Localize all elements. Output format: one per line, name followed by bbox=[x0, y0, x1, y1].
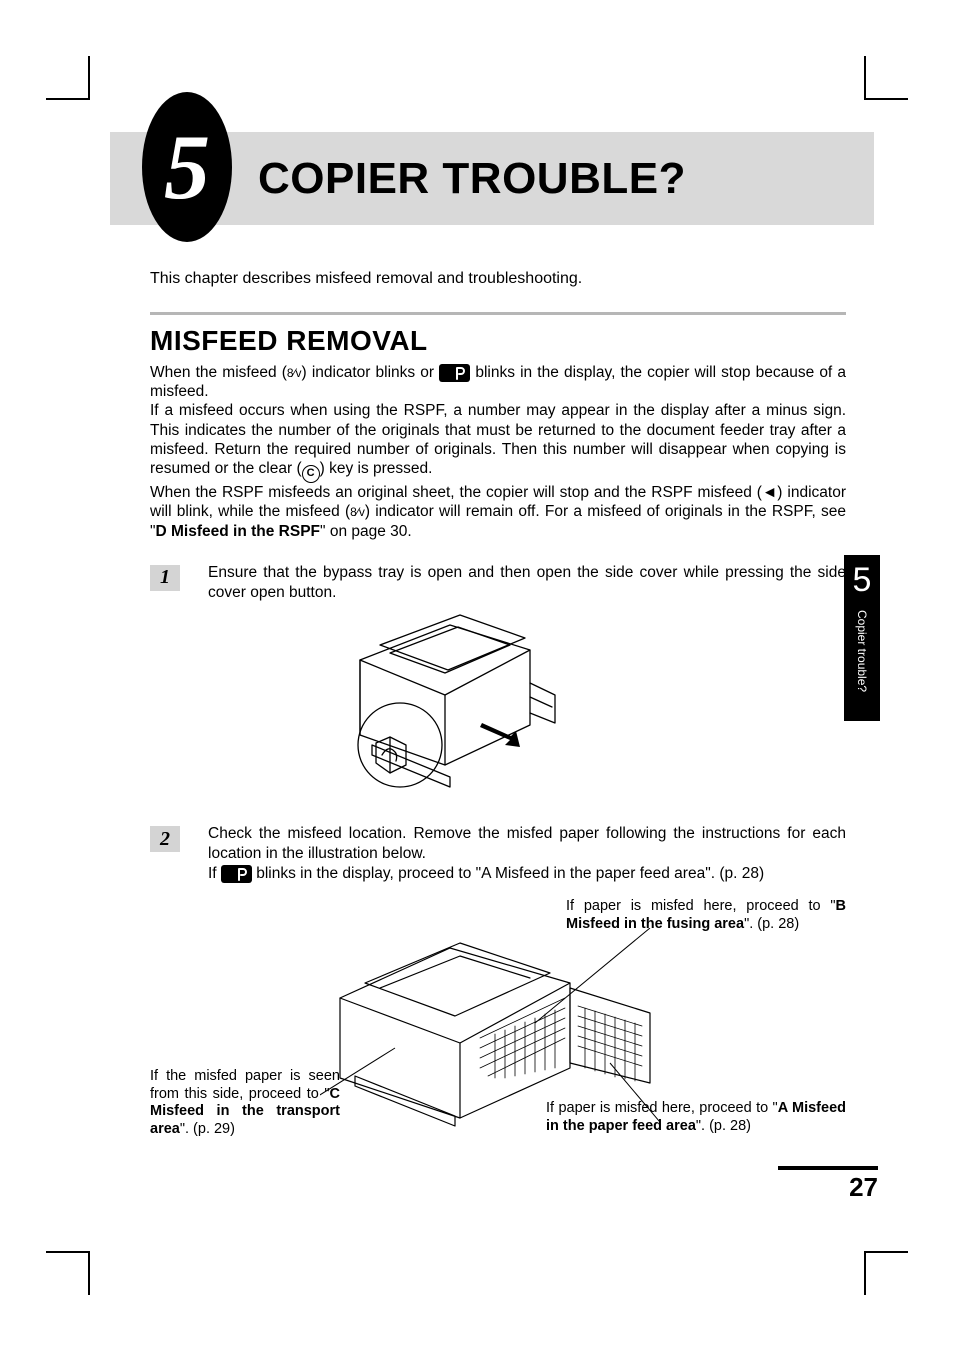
page-number-rule bbox=[778, 1166, 878, 1170]
para3-bold: D Misfeed in the RSPF bbox=[156, 523, 321, 540]
para1-b: ) indicator blinks or bbox=[302, 364, 440, 381]
callout-B-post: ". (p. 28) bbox=[744, 916, 799, 932]
chapter-banner: 5 COPIER TROUBLE? bbox=[110, 132, 874, 225]
callout-A-post: ". (p. 28) bbox=[696, 1118, 751, 1134]
side-tab-label: Copier trouble? bbox=[855, 610, 869, 692]
figure-misfeed-locations: If paper is misfed here, proceed to "B M… bbox=[150, 898, 846, 1158]
side-tab-number: 5 bbox=[844, 561, 880, 600]
chapter-number-oval: 5 bbox=[142, 92, 232, 242]
section-body: When the misfeed (8⁄v) indicator blinks … bbox=[150, 363, 846, 541]
side-tab: 5 Copier trouble? bbox=[844, 555, 880, 721]
crop-mark-icon bbox=[46, 1251, 90, 1295]
crop-mark-icon bbox=[864, 56, 908, 100]
callout-fusing-area: If paper is misfed here, proceed to "B M… bbox=[566, 898, 846, 933]
step-2-line2b: blinks in the display, proceed to " bbox=[252, 865, 481, 882]
step-number: 2 bbox=[150, 826, 180, 852]
section-heading: MISFEED REMOVAL bbox=[150, 325, 846, 357]
para2-b: ) key is pressed. bbox=[320, 460, 433, 477]
para2-a: If a misfeed occurs when using the RSPF,… bbox=[150, 402, 846, 477]
misfeed-glyph-icon: 8⁄v bbox=[287, 366, 302, 380]
document-page: 5 COPIER TROUBLE? This chapter describes… bbox=[0, 0, 954, 1351]
chapter-title: COPIER TROUBLE? bbox=[258, 154, 686, 204]
callout-C-pre: If the misfed paper is seen from this si… bbox=[150, 1068, 340, 1102]
clear-key-icon: C bbox=[302, 465, 320, 483]
step-2-line2c: ". (p. 28) bbox=[705, 865, 764, 882]
display-p-icon bbox=[221, 865, 252, 883]
step-2-text: Check the misfeed location. Remove the m… bbox=[208, 824, 846, 883]
step-1-text: Ensure that the bypass tray is open and … bbox=[208, 563, 846, 603]
callout-transport-area: If the misfed paper is seen from this si… bbox=[150, 1068, 340, 1139]
content-column: This chapter describes misfeed removal a… bbox=[150, 270, 846, 602]
chapter-intro: This chapter describes misfeed removal a… bbox=[150, 270, 846, 288]
step-2-line2a: If bbox=[208, 865, 221, 882]
display-p-icon bbox=[439, 364, 470, 382]
crop-mark-icon bbox=[46, 56, 90, 100]
step-2: 2 Check the misfeed location. Remove the… bbox=[150, 824, 846, 883]
step-number: 1 bbox=[150, 565, 180, 591]
para3-c: " on page 30. bbox=[320, 523, 412, 540]
section-rule bbox=[150, 312, 846, 315]
step-2-line1: Check the misfeed location. Remove the m… bbox=[208, 825, 846, 862]
callout-B-pre: If paper is misfed here, proceed to " bbox=[566, 898, 836, 914]
step-1: 1 Ensure that the bypass tray is open an… bbox=[150, 563, 846, 603]
crop-mark-icon bbox=[864, 1251, 908, 1295]
page-number: 27 bbox=[849, 1172, 878, 1203]
callout-paper-feed-area: If paper is misfed here, proceed to "A M… bbox=[546, 1100, 846, 1135]
callout-A-pre: If paper is misfed here, proceed to " bbox=[546, 1100, 778, 1116]
callout-C-post: ". (p. 29) bbox=[180, 1121, 235, 1137]
para1-a: When the misfeed ( bbox=[150, 364, 287, 381]
step-2-line2-bold: A Misfeed in the paper feed area bbox=[481, 865, 705, 882]
figure-copier-side-cover bbox=[330, 605, 560, 800]
misfeed-glyph-icon: 8⁄v bbox=[350, 505, 365, 519]
